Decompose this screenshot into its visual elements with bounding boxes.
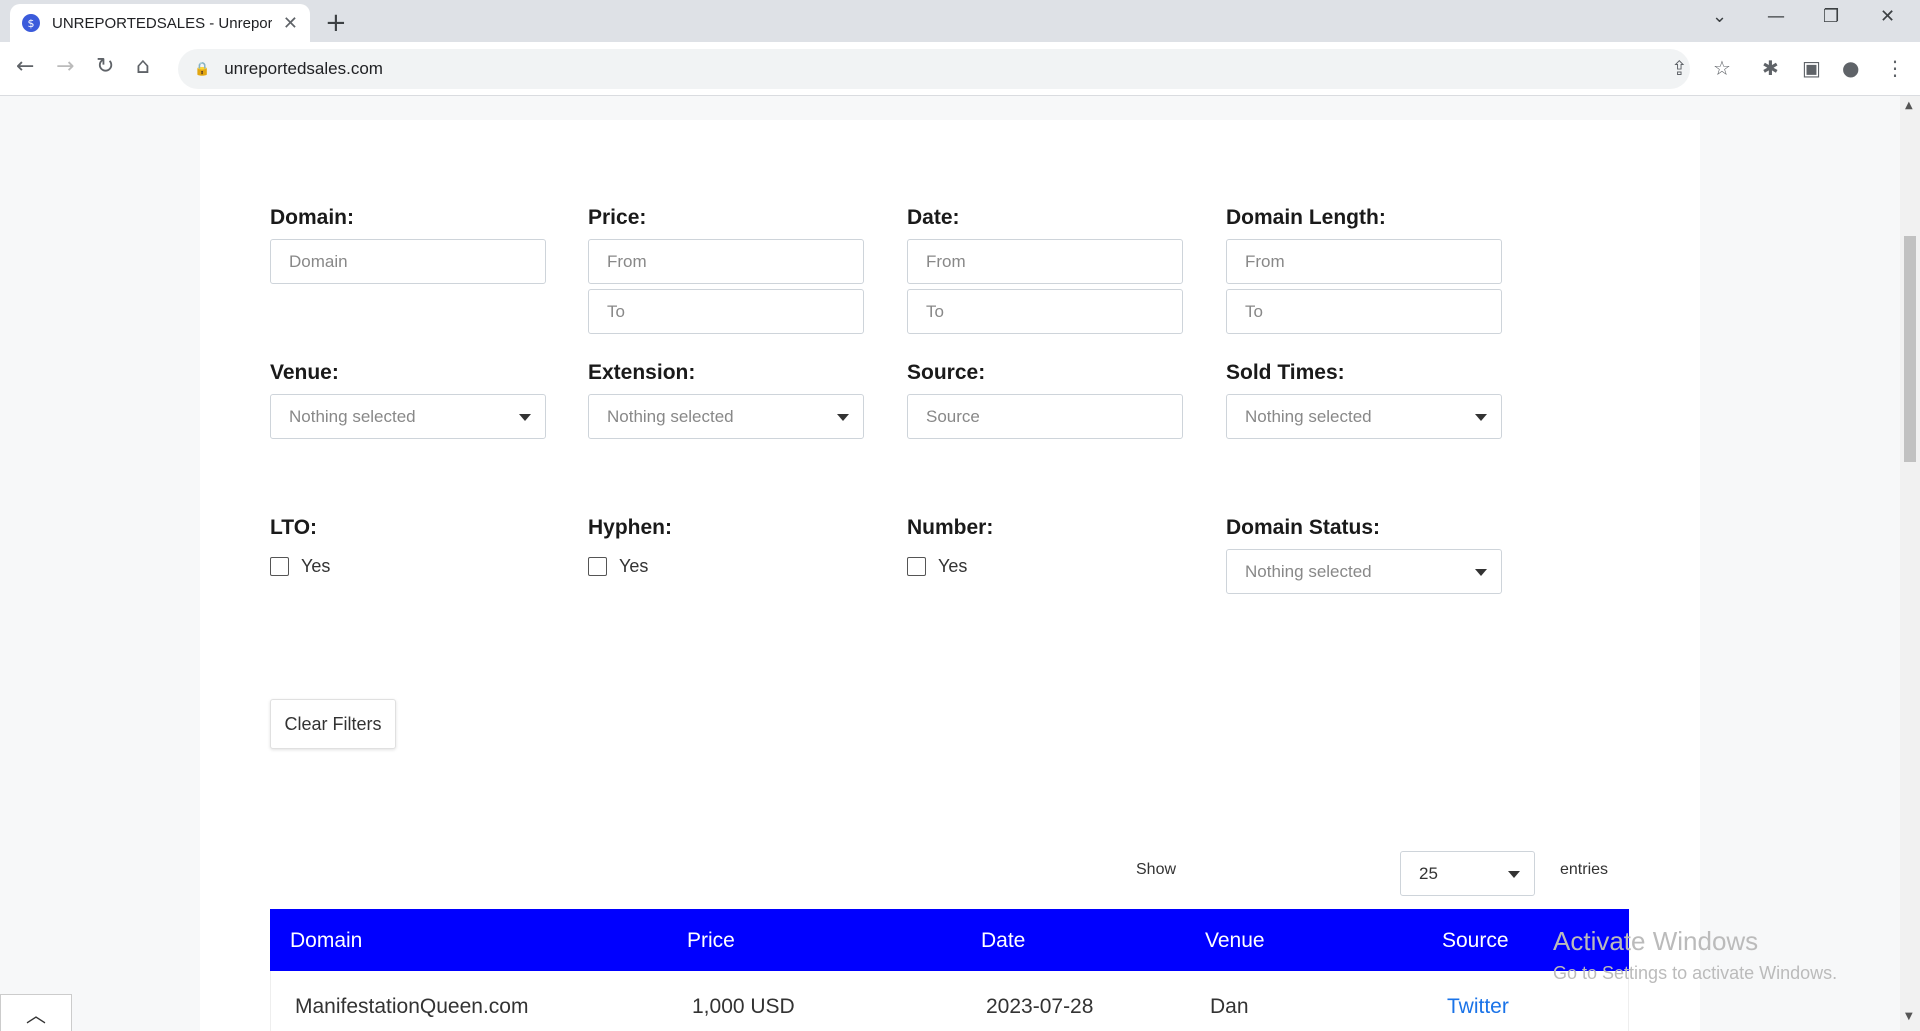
hyphen-checkbox[interactable]: Yes — [588, 556, 648, 577]
share-icon[interactable]: ⇪ — [1671, 56, 1688, 80]
scroll-up-arrow-icon[interactable]: ▲ — [1905, 100, 1913, 111]
column-header-date[interactable]: Date — [981, 929, 1026, 952]
venue-label: Venue: — [270, 361, 339, 384]
checkbox-icon[interactable] — [588, 557, 607, 576]
close-window-icon[interactable]: ✕ — [1880, 6, 1896, 27]
lto-checkbox[interactable]: Yes — [270, 556, 330, 577]
extension-label: Extension: — [588, 361, 696, 384]
caret-down-icon — [519, 414, 531, 421]
restore-icon[interactable]: ❐ — [1823, 6, 1840, 27]
price-to-input[interactable]: To — [588, 289, 864, 334]
domain-length-label: Domain Length: — [1226, 206, 1386, 229]
sold-times-label: Sold Times: — [1226, 361, 1345, 384]
extension-select[interactable]: Nothing selected — [588, 394, 864, 439]
source-label: Source: — [907, 361, 986, 384]
url-text: unreportedsales.com — [224, 59, 383, 78]
caret-down-icon — [837, 414, 849, 421]
cell-price: 1,000 USD — [692, 995, 795, 1018]
date-to-input[interactable]: To — [907, 289, 1183, 334]
checkbox-icon[interactable] — [907, 557, 926, 576]
activate-windows-watermark: Activate Windows Go to Settings to activ… — [1553, 926, 1837, 984]
watermark-title: Activate Windows — [1553, 926, 1759, 956]
scrollbar-thumb[interactable] — [1904, 236, 1916, 462]
checkbox-icon[interactable] — [270, 557, 289, 576]
lto-label: LTO: — [270, 516, 318, 539]
scroll-top-button[interactable]: ︿ — [0, 994, 72, 1031]
cell-date: 2023-07-28 — [986, 995, 1094, 1018]
cell-domain: ManifestationQueen.com — [295, 995, 529, 1018]
back-icon[interactable]: ← — [16, 54, 35, 79]
page-viewport: Domain: Domain Price: From To Date: From… — [0, 96, 1900, 1031]
column-header-source[interactable]: Source — [1442, 929, 1509, 952]
hyphen-option-label: Yes — [619, 556, 649, 576]
browser-toolbar: ← → ↻ ⌂ 🔒 unreportedsales.com ⇪ ☆ ✱ ▣ ● … — [0, 42, 1920, 96]
number-checkbox[interactable]: Yes — [907, 556, 967, 577]
price-label: Price: — [588, 206, 647, 229]
lock-icon[interactable]: 🔒 — [194, 61, 211, 77]
caret-down-icon — [1475, 414, 1487, 421]
number-label: Number: — [907, 516, 994, 539]
source-input[interactable]: Source — [907, 394, 1183, 439]
reload-icon[interactable]: ↻ — [96, 54, 115, 79]
domain-length-to-input[interactable]: To — [1226, 289, 1502, 334]
column-header-price[interactable]: Price — [687, 929, 735, 952]
entries-label: entries — [1560, 861, 1609, 878]
menu-icon[interactable]: ⋮ — [1885, 56, 1905, 80]
entries-select-value: 25 — [1419, 863, 1438, 883]
domain-label: Domain: — [270, 206, 354, 229]
domain-input[interactable]: Domain — [270, 239, 546, 284]
domain-status-label: Domain Status: — [1226, 516, 1381, 539]
hyphen-label: Hyphen: — [588, 516, 672, 539]
new-tab-icon[interactable]: + — [325, 8, 347, 38]
table-row: ManifestationQueen.com 1,000 USD 2023-07… — [270, 971, 1629, 1031]
lto-option-label: Yes — [301, 556, 331, 576]
cell-source-link[interactable]: Twitter — [1447, 995, 1509, 1018]
table-header: Domain Price Date Venue Source — [270, 909, 1629, 971]
forward-icon[interactable]: → — [56, 54, 75, 79]
venue-select[interactable]: Nothing selected — [270, 394, 546, 439]
domain-status-select-value: Nothing selected — [1245, 561, 1372, 581]
column-header-domain[interactable]: Domain — [290, 929, 363, 952]
sidepanel-icon[interactable]: ▣ — [1802, 56, 1821, 80]
column-header-venue[interactable]: Venue — [1205, 929, 1265, 952]
caret-down-icon — [1475, 569, 1487, 576]
scroll-down-arrow-icon[interactable]: ▼ — [1905, 1011, 1913, 1022]
show-label: Show — [1136, 861, 1177, 878]
minimize-icon[interactable]: — — [1767, 6, 1785, 27]
extensions-icon[interactable]: ✱ — [1762, 56, 1779, 80]
profile-icon[interactable]: ● — [1842, 56, 1860, 80]
venue-select-value: Nothing selected — [289, 406, 416, 426]
favicon-icon: $ — [22, 14, 40, 32]
sold-times-select-value: Nothing selected — [1245, 406, 1372, 426]
domain-status-select[interactable]: Nothing selected — [1226, 549, 1502, 594]
cell-venue: Dan — [1210, 995, 1249, 1018]
page-scrollbar[interactable]: ▲ ▼ — [1900, 96, 1920, 1031]
tab-search-icon[interactable]: ⌄ — [1712, 6, 1728, 27]
extension-select-value: Nothing selected — [607, 406, 734, 426]
caret-down-icon — [1508, 871, 1520, 878]
watermark-subtitle: Go to Settings to activate Windows. — [1553, 963, 1838, 983]
clear-filters-button[interactable]: Clear Filters — [270, 699, 396, 749]
home-icon[interactable]: ⌂ — [136, 54, 150, 79]
browser-tab[interactable]: $ UNREPORTEDSALES - Unreported ✕ — [10, 4, 310, 42]
entries-select[interactable]: 25 — [1400, 851, 1535, 896]
date-label: Date: — [907, 206, 960, 229]
tab-title: UNREPORTEDSALES - Unreported — [52, 14, 272, 32]
number-option-label: Yes — [938, 556, 968, 576]
browser-tabbar: $ UNREPORTEDSALES - Unreported ✕ + ⌄ — ❐… — [0, 0, 1920, 42]
address-bar[interactable]: 🔒 unreportedsales.com — [178, 49, 1690, 89]
chevron-up-icon: ︿ — [26, 1002, 46, 1027]
sold-times-select[interactable]: Nothing selected — [1226, 394, 1502, 439]
date-from-input[interactable]: From — [907, 239, 1183, 284]
domain-length-from-input[interactable]: From — [1226, 239, 1502, 284]
star-icon[interactable]: ☆ — [1713, 56, 1731, 80]
close-tab-icon[interactable]: ✕ — [282, 12, 298, 34]
price-from-input[interactable]: From — [588, 239, 864, 284]
